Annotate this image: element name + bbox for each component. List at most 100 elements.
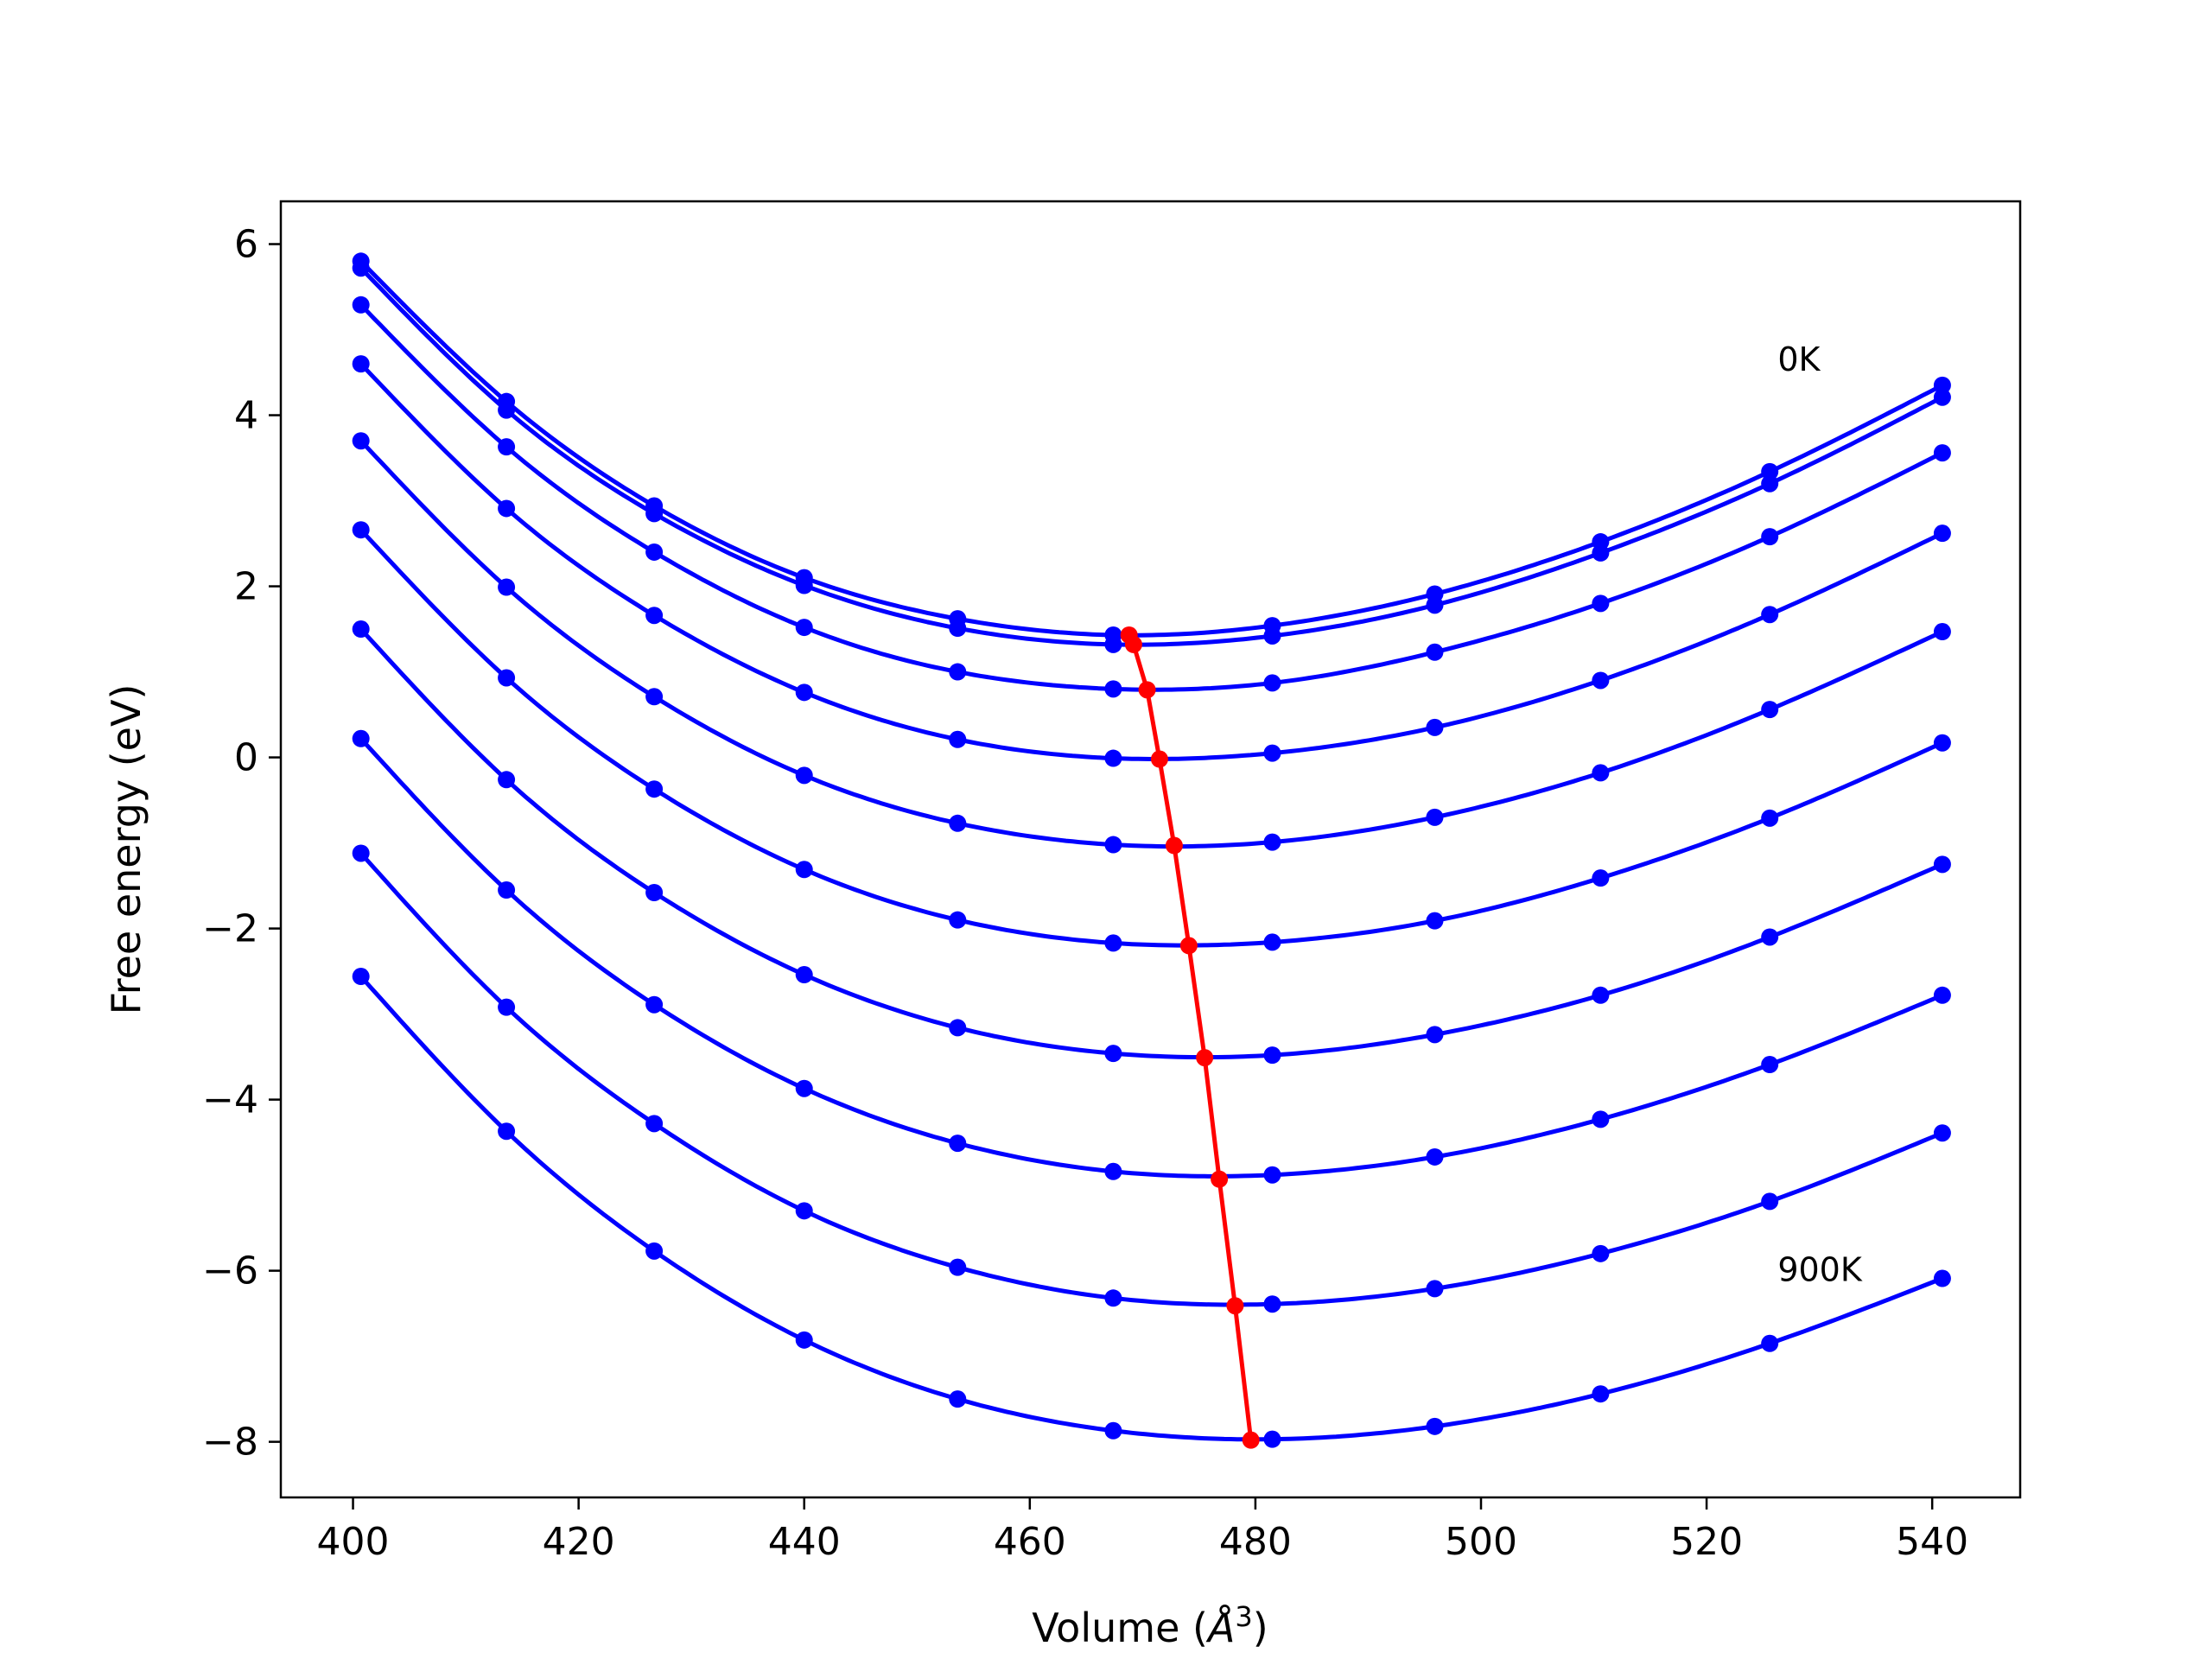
curve-8-point [795,1202,813,1220]
curve-line-2 [359,303,1944,692]
temperature-label-1: 900K [1777,1251,1863,1289]
curve-9-point [1263,1430,1281,1448]
minimum-point [1150,750,1168,768]
curve-2-point [1104,680,1122,698]
curve-1-point [498,401,516,419]
curve-4-point [1933,623,1951,641]
curve-line-1 [359,266,1944,647]
curve-1-point [795,576,813,594]
minimum-point [1124,635,1142,653]
curve-line-6 [359,627,1943,1060]
curve-line-3 [359,362,1943,761]
curve-9-point [1104,1421,1122,1440]
curve-8-point [645,1115,664,1133]
curve-9-point [1426,1417,1444,1435]
x-axis-title-exponent: 3 [1235,1600,1252,1633]
curve-9-point [645,1242,664,1260]
curve-4-point [1263,833,1281,851]
curve-4-point [352,432,370,450]
curve-line-0 [359,259,1944,638]
curve-1-point [1592,543,1610,562]
y-tick-label: −6 [202,1249,258,1294]
curve-8-point [1263,1295,1281,1313]
curve-line-9 [359,975,1943,1442]
curve-1-point [949,620,967,638]
curve-6-point [352,620,370,639]
curve-7-point [645,995,664,1014]
curve-3-point [949,730,967,748]
curve-5-point [1761,809,1779,827]
curve-line-7 [359,737,1943,1179]
curve-6-point [498,771,516,789]
minimum-point [1226,1297,1244,1315]
curve-9-point [1592,1385,1610,1403]
x-tick-label: 520 [1670,1520,1743,1564]
curve-2-point [1761,528,1779,546]
curve-7-point [1592,1110,1610,1128]
curve-1-point [645,505,664,523]
curve-4-point [645,688,664,706]
curve-5-point [1426,912,1444,930]
curve-3-point [1263,744,1281,762]
curve-3-point [1592,671,1610,690]
curve-7-point [1104,1162,1122,1180]
x-axis-ticks: 400 420 440 460 480 500 520 540 [317,1497,1968,1564]
curve-6-point [1263,1046,1281,1065]
curve-1-point [1263,626,1281,645]
curve-7-point [1933,986,1951,1004]
curve-5-point [1104,934,1122,952]
curve-2-point [1263,674,1281,692]
curve-3-point [1761,606,1779,624]
curve-7-point [795,1079,813,1097]
curve-9-point [795,1331,813,1349]
curve-7-point [1426,1147,1444,1166]
minimum-locus-line [1127,633,1254,1440]
x-axis-title-symbol: Å [1205,1605,1235,1651]
x-tick-label: 500 [1445,1520,1517,1564]
minimum-point [1196,1049,1214,1067]
curve-6-point [645,884,664,901]
curve-9-point [352,968,370,986]
curve-8-point [1761,1192,1779,1211]
curve-3-point [498,499,516,518]
minimum-point [1138,681,1156,699]
curve-2-point [498,438,516,456]
curve-3-point [795,683,813,702]
curve-0-point [1761,462,1779,480]
curve-8-point [1592,1244,1610,1262]
x-axis-title-text: Volume ( [1032,1605,1208,1651]
curve-3-point [352,355,370,373]
curve-4-point [1761,701,1779,719]
curve-3-point [1426,718,1444,736]
minimum-point [1211,1170,1229,1188]
curve-1-point [352,259,370,277]
curve-8-point [352,844,370,862]
curve-4-point [1104,836,1122,854]
y-tick-label: −4 [202,1078,258,1122]
curve-2-point [1592,594,1610,613]
temperature-label-0: 0K [1777,340,1821,378]
curve-5-point [795,861,813,879]
curve-4-point [1426,808,1444,826]
x-tick-label: 540 [1896,1520,1968,1564]
curve-5-point [498,669,516,687]
y-tick-label: 2 [234,565,258,609]
curve-8-point [1933,1124,1951,1142]
x-tick-label: 440 [768,1520,841,1564]
x-tick-label: 480 [1219,1520,1292,1564]
x-tick-label: 420 [543,1520,615,1564]
x-axis-title-close: ) [1253,1605,1268,1651]
minimum-point [1165,836,1183,855]
curve-1-point [1104,635,1122,653]
curve-6-point [1104,1045,1122,1063]
curve-6-point [1426,1026,1444,1044]
curve-7-point [1761,1056,1779,1074]
curve-8-point [1426,1280,1444,1298]
curve-9-point [498,1122,516,1141]
curve-6-point [949,1019,967,1037]
y-tick-label: 4 [234,394,258,438]
x-tick-label: 460 [994,1520,1066,1564]
curve-5-point [1933,734,1951,752]
curve-9-point [1933,1269,1951,1287]
y-tick-label: 0 [234,736,258,780]
